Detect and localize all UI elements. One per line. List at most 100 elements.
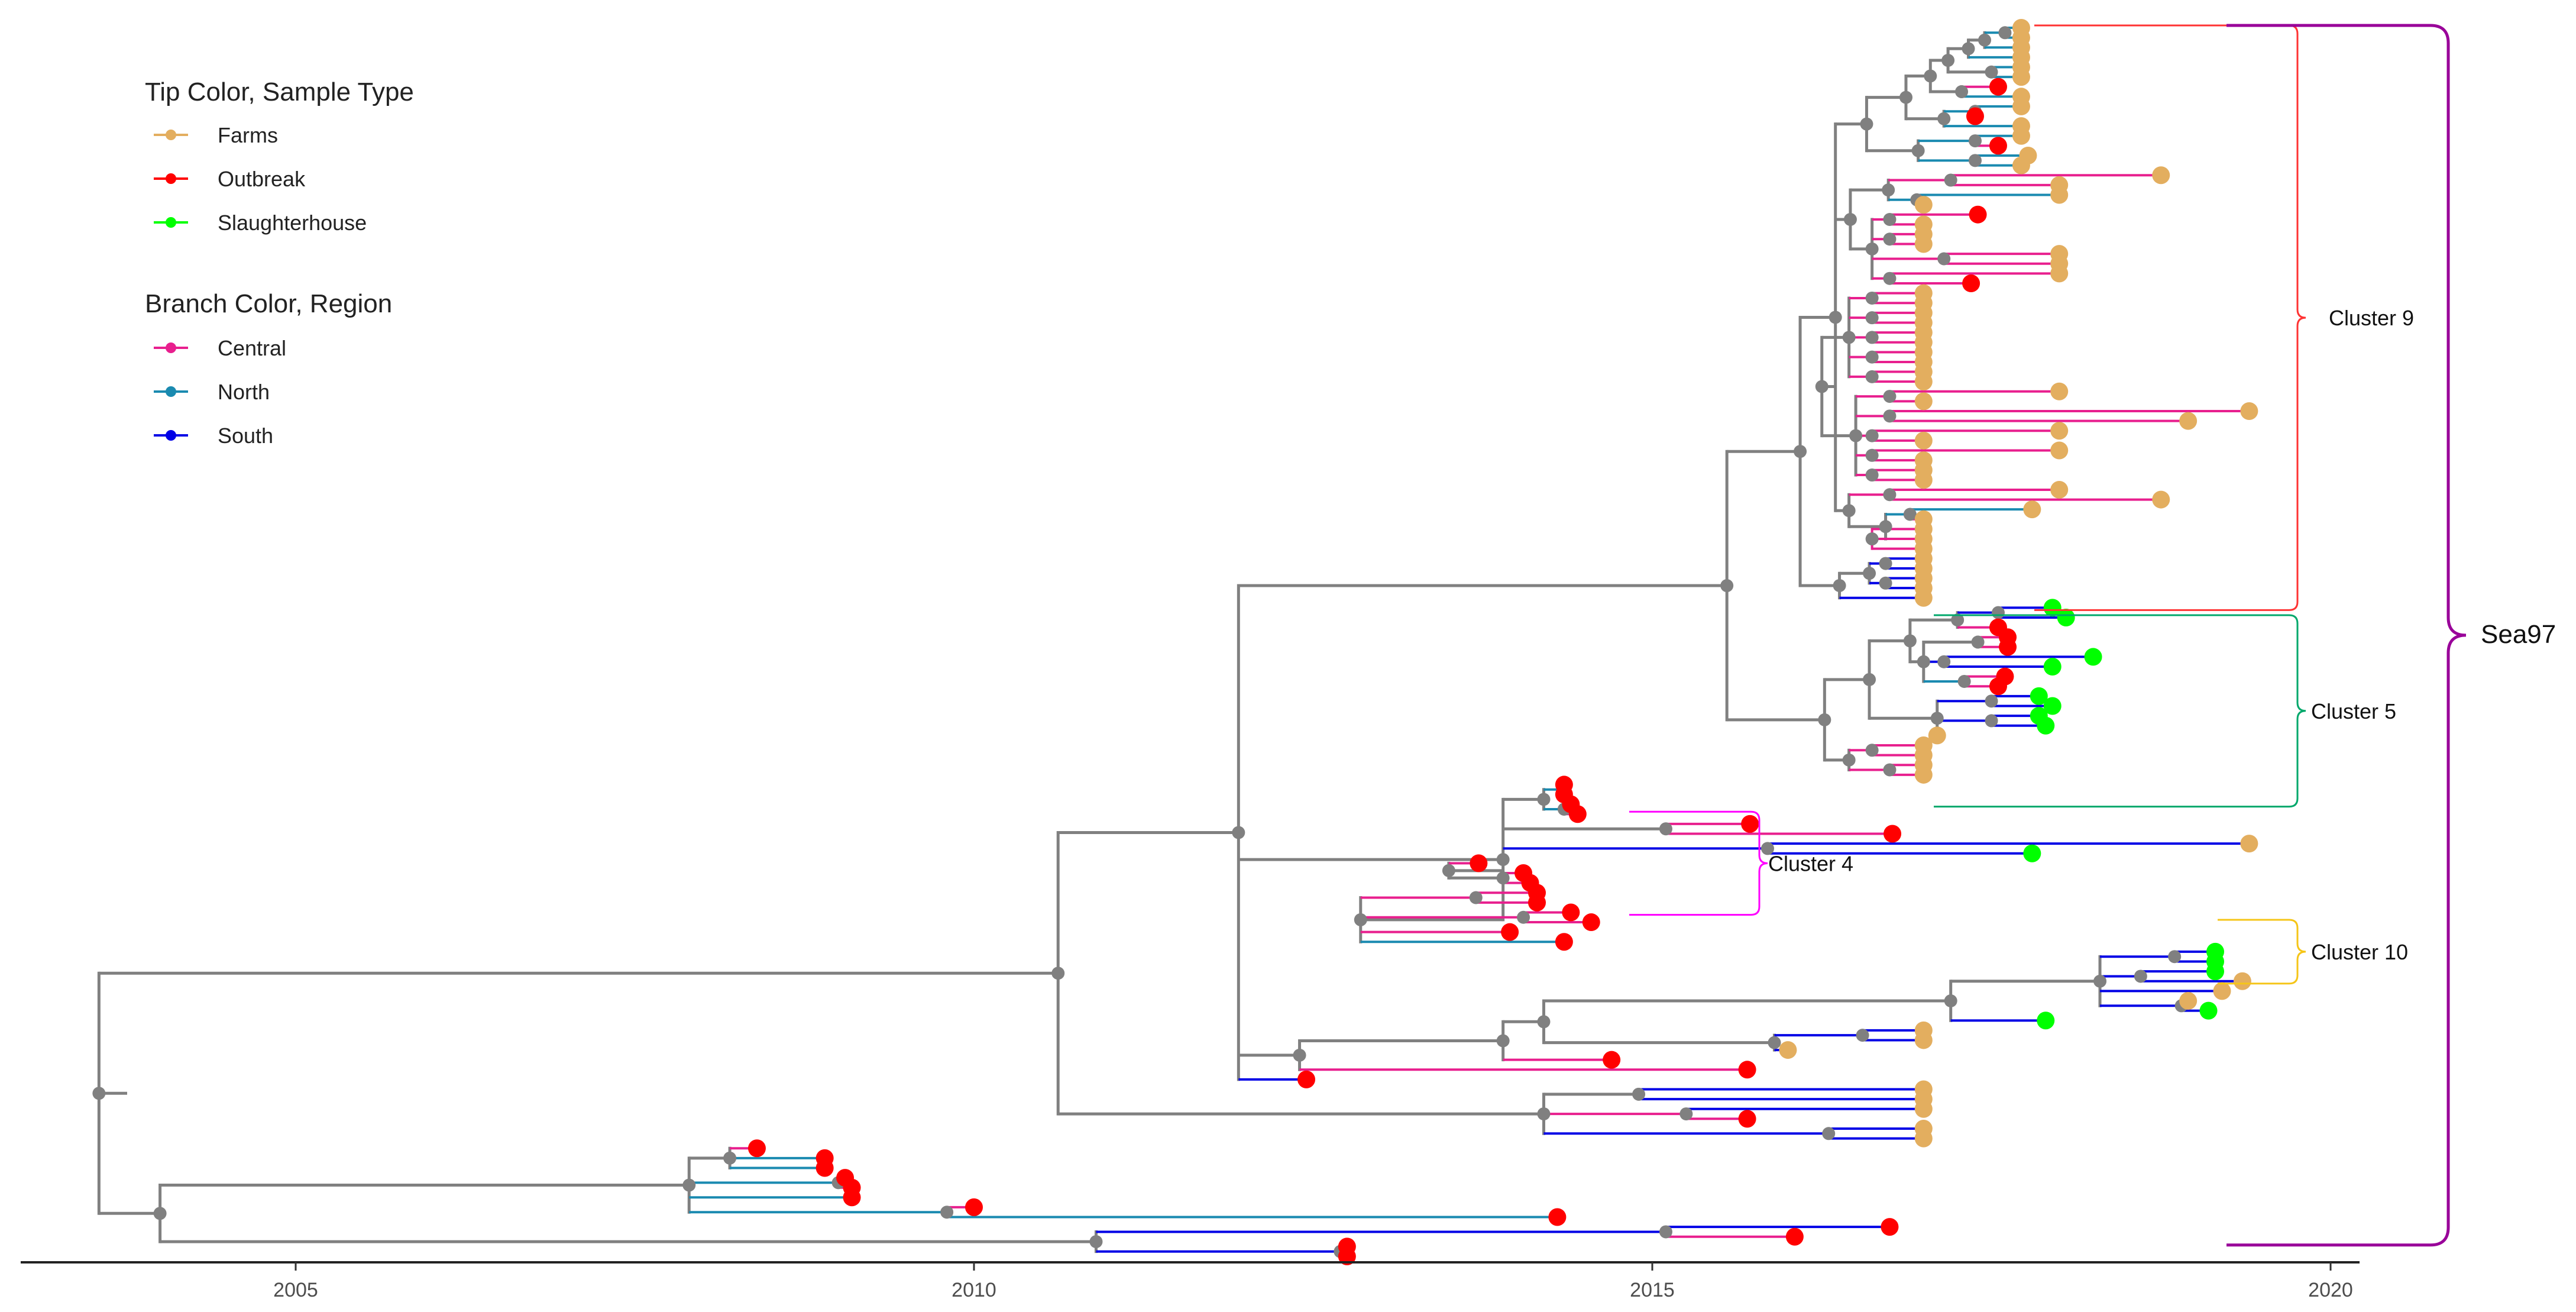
internal-node — [153, 1207, 167, 1220]
internal-node — [1903, 634, 1917, 648]
internal-node — [1978, 33, 1992, 47]
clade-label: Sea97 — [2481, 620, 2556, 649]
clade-brackets: Cluster 9 Cluster 5 Cluster 4 Cluster 10 Sea… — [1629, 24, 2556, 1247]
tip-slaughterhouse — [2084, 648, 2102, 666]
internal-node — [1720, 579, 1734, 593]
legend-branch-item-north: North — [154, 380, 270, 404]
tip-slaughterhouse — [2023, 844, 2041, 862]
tip-outbreak — [1999, 638, 2017, 656]
internal-node — [1863, 567, 1876, 580]
tip-farm — [2023, 500, 2041, 519]
legend-branch-title: Branch Color, Region — [145, 289, 392, 318]
tip-outbreak — [1338, 1248, 1356, 1265]
clade-label: Cluster 10 — [2311, 940, 2408, 964]
tip-outbreak — [1741, 815, 1759, 833]
x-tick-label: 2015 — [1630, 1279, 1675, 1301]
internal-node — [1863, 673, 1876, 686]
tip-farm — [1914, 392, 1933, 411]
internal-node — [1865, 448, 1879, 462]
tip-farm — [1914, 235, 1933, 253]
internal-node — [1537, 1107, 1551, 1121]
clade-bracket — [1629, 810, 1768, 916]
internal-node — [1937, 252, 1951, 266]
legend-label-central: Central — [218, 336, 286, 360]
tip-outbreak — [1989, 137, 2007, 155]
internal-node — [1937, 112, 1951, 125]
internal-node — [1955, 85, 1969, 99]
tip-farm — [2050, 480, 2069, 499]
internal-node — [1865, 291, 1879, 305]
tip-outbreak — [747, 1139, 766, 1158]
x-tick-label: 2005 — [273, 1279, 318, 1301]
internal-node — [1354, 913, 1367, 926]
tip-outbreak — [1297, 1070, 1316, 1088]
internal-node — [1822, 1127, 1836, 1140]
tip-farm — [2240, 402, 2258, 421]
internal-node — [1924, 69, 1937, 83]
tip-outbreak — [1548, 1208, 1567, 1226]
internal-node — [1089, 1235, 1103, 1249]
tip-outbreak — [1884, 825, 1902, 843]
tip-outbreak — [843, 1188, 861, 1207]
internal-node — [1971, 635, 1985, 649]
internal-node — [1794, 445, 1807, 458]
internal-node — [1985, 714, 1998, 728]
internal-node — [1537, 1015, 1551, 1029]
internal-node — [1944, 173, 1957, 187]
internal-node — [1843, 213, 1857, 227]
internal-node — [1879, 520, 1892, 534]
internal-node — [1882, 183, 1895, 197]
tip-outbreak — [965, 1198, 983, 1216]
tip-outbreak — [1582, 913, 1600, 932]
clade-bracket — [2034, 24, 2306, 611]
internal-node — [1968, 154, 1982, 167]
tip-farm — [1914, 765, 1933, 784]
tip-farm — [2012, 127, 2030, 145]
internal-node — [1883, 272, 1897, 285]
tip-outbreak — [1969, 205, 1987, 224]
clade-bracket — [1934, 614, 2306, 808]
internal-node — [1469, 891, 1483, 904]
internal-node — [1865, 331, 1879, 344]
legend-label-outbreak: Outbreak — [218, 167, 306, 191]
legend-label-south: South — [218, 424, 273, 448]
legend-dot-north — [166, 386, 176, 397]
legend-label-north: North — [218, 380, 270, 404]
internal-node — [1883, 232, 1897, 246]
legend-tip-item-outbreak: Outbreak — [154, 167, 306, 191]
tip-slaughterhouse — [2043, 697, 2062, 715]
tip-outbreak — [815, 1159, 834, 1177]
tip-farm — [1914, 1031, 1933, 1049]
legend: Tip Color, Sample Type Farms Outbreak Sl… — [145, 77, 414, 448]
tip-farm — [2050, 186, 2069, 204]
legend-dot-farms — [166, 130, 176, 140]
internal-node — [682, 1178, 696, 1192]
tip-farm — [1914, 1129, 1933, 1148]
internal-node — [1829, 311, 1842, 324]
tip-outbreak — [1738, 1061, 1756, 1079]
internal-node — [1496, 871, 1510, 885]
tip-slaughterhouse — [2030, 687, 2048, 705]
tip-farm — [2233, 972, 2251, 990]
internal-node — [1865, 350, 1879, 364]
internal-node — [1899, 91, 1912, 104]
tip-outbreak — [1501, 923, 1519, 941]
clade-label: Cluster 4 — [1768, 851, 1853, 875]
internal-node — [1985, 694, 1998, 708]
internal-node — [1879, 557, 1892, 570]
legend-branch-item-south: South — [154, 424, 273, 448]
x-axis: 2005 2010 2015 2020 — [21, 1261, 2360, 1301]
tip-farm — [2012, 156, 2030, 174]
tip-farm — [2012, 97, 2030, 115]
tip-farm — [1914, 196, 1933, 214]
tip-farm — [2240, 835, 2258, 853]
tip-outbreak — [1470, 854, 1488, 872]
legend-label-farms: Farms — [218, 123, 278, 147]
legend-dot-slaughterhouse — [166, 217, 176, 228]
internal-node — [1632, 1087, 1646, 1101]
internal-node — [1517, 910, 1530, 924]
internal-node — [1768, 1036, 1781, 1049]
internal-node — [1496, 853, 1510, 867]
tip-outbreak — [1555, 933, 1573, 951]
